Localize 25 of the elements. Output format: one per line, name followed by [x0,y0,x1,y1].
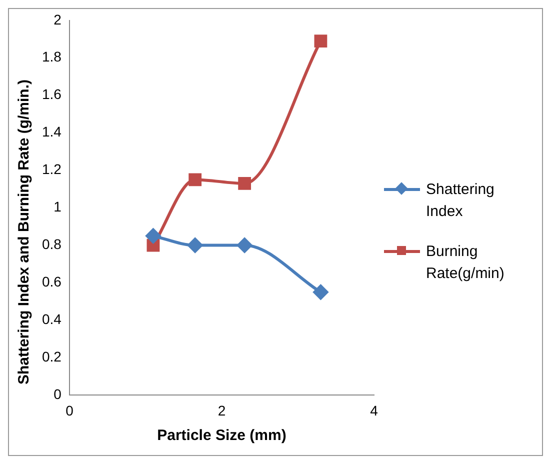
point [237,238,252,253]
y-axis-title: Shattering Index and Burning Rate (g/min.) [15,79,33,385]
y-tick-label: 2 [54,11,62,28]
y-tick-label: 0 [54,386,62,402]
point [188,173,202,186]
point [188,238,203,253]
x-axis-title: Particle Size (mm) [157,427,286,444]
x-tick-label: 2 [218,402,226,418]
y-tick-label: 1.2 [42,161,62,178]
legend-label: Burning Rate(g/min) [426,242,506,284]
x-tick-label: 4 [370,402,378,418]
point [313,284,328,300]
y-tick-label: 0.6 [42,274,62,290]
point [238,176,252,190]
legend-label: Shattering Index [426,180,496,222]
point [146,228,161,244]
point [314,34,328,48]
x-tick-label: 0 [66,402,74,418]
y-tick-label: 1 [54,198,62,215]
y-tick-label: 0.2 [42,348,62,365]
y-tick-label: 1.6 [42,86,62,102]
y-tick-label: 0.4 [42,311,62,328]
y-tick-label: 1.8 [42,48,62,65]
y-tick-label: 0.8 [42,236,62,252]
y-tick-label: 1.4 [42,124,62,140]
